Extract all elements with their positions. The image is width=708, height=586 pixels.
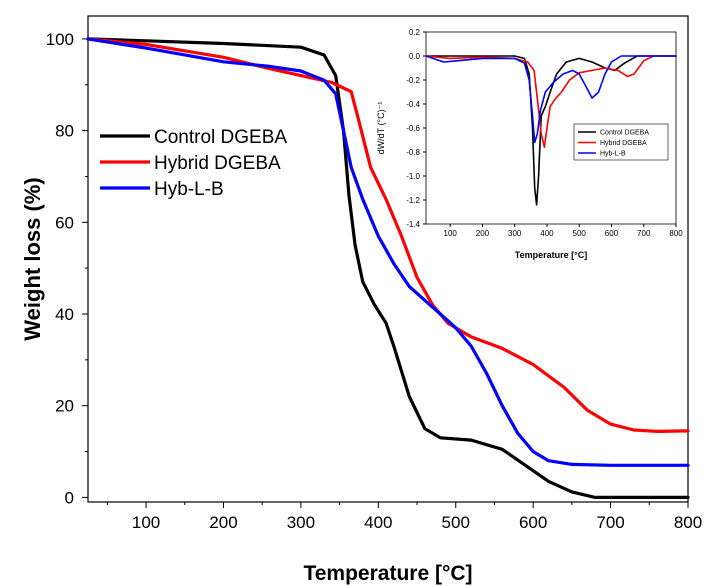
inset-chart: 100 200 300 400 500 600 700 800 0.2 0.0 -0.2 -0.4 -…: [376, 28, 683, 260]
inset-legend-label: Control DGEBA: [600, 130, 649, 137]
inset-y-tick-label: -1.2: [406, 196, 420, 205]
inset-y-tick-label: -0.4: [406, 100, 420, 109]
main-series-hybrid-dgeba: [86, 37, 690, 433]
inset-y-tick-label: -1.4: [406, 220, 420, 229]
main-y-tick-label: 80: [55, 122, 74, 141]
main-x-tick-label: 500: [442, 513, 470, 532]
main-y-tick-label: 60: [55, 213, 74, 232]
inset-x-ticks: 100 200 300 400 500 600 700 800: [444, 224, 683, 238]
main-x-tick-label: 200: [209, 513, 237, 532]
inset-y-axis-title: dW/dT (°C)⁻¹: [376, 102, 386, 155]
main-legend-label: Hyb-L-B: [154, 179, 224, 200]
main-x-tick-label: 300: [287, 513, 315, 532]
main-plot-frame: [87, 15, 689, 503]
main-x-tick-label: 100: [132, 513, 160, 532]
inset-y-tick-label: -0.6: [406, 124, 420, 133]
main-series-control-dgeba: [86, 37, 690, 499]
main-y-axis-title: Weight loss (%): [20, 177, 45, 340]
main-legend-label: Control DGEBA: [154, 127, 287, 148]
inset-x-tick-label: 400: [540, 229, 554, 238]
inset-x-tick-label: 600: [605, 229, 619, 238]
inset-y-tick-label: 0.2: [409, 28, 421, 37]
main-y-tick-label: 0: [65, 488, 74, 507]
inset-legend: Control DGEBA Hybrid DGEBA Hyb-L-B: [573, 123, 669, 161]
inset-x-tick-label: 100: [444, 229, 458, 238]
main-y-tick-label: 20: [55, 397, 74, 416]
main-y-tick-label: 100: [46, 30, 74, 49]
main-x-axis-title: Temperature [°C]: [303, 562, 472, 585]
main-x-tick-label: 700: [596, 513, 624, 532]
inset-series-hybrid-dgeba: [425, 55, 677, 148]
inset-y-tick-label: -1.0: [406, 172, 420, 181]
main-chart: 100 200 300 400 500 600 700 800 0 20 40 60 80 100 Te…: [20, 15, 702, 585]
main-y-tick-label: 40: [55, 305, 74, 324]
inset-x-tick-label: 700: [637, 229, 651, 238]
main-x-tick-label: 600: [519, 513, 547, 532]
inset-x-tick-label: 200: [476, 229, 490, 238]
main-x-ticks: 100 200 300 400 500 600 700 800: [106, 502, 702, 532]
inset-y-tick-label: -0.8: [406, 148, 420, 157]
main-x-tick-label: 800: [674, 513, 702, 532]
inset-legend-label: Hybrid DGEBA: [600, 140, 647, 147]
inset-y-tick-label: 0.0: [409, 52, 421, 61]
inset-y-ticks: 0.2 0.0 -0.2 -0.4 -0.6 -0.8 -1.0 -1.2 -1.4: [406, 28, 426, 229]
main-legend-label: Hybrid DGEBA: [154, 153, 281, 174]
main-x-tick-label: 400: [364, 513, 392, 532]
main-legend: Control DGEBA Hybrid DGEBA Hyb-L-B: [100, 127, 287, 200]
main-series-lines: [86, 37, 690, 499]
inset-x-tick-label: 500: [573, 229, 587, 238]
inset-legend-label: Hyb-L-B: [600, 151, 626, 158]
inset-series-hyb-l-b: [425, 55, 677, 144]
inset-x-tick-label: 800: [669, 229, 683, 238]
inset-series-lines: [425, 55, 677, 206]
main-y-ticks: 0 20 40 60 80 100: [46, 30, 88, 507]
main-series-hyb-l-b: [86, 37, 690, 467]
inset-x-tick-label: 300: [508, 229, 522, 238]
inset-x-axis-title: Temperature [°C]: [515, 250, 587, 260]
inset-y-tick-label: -0.2: [406, 76, 420, 85]
